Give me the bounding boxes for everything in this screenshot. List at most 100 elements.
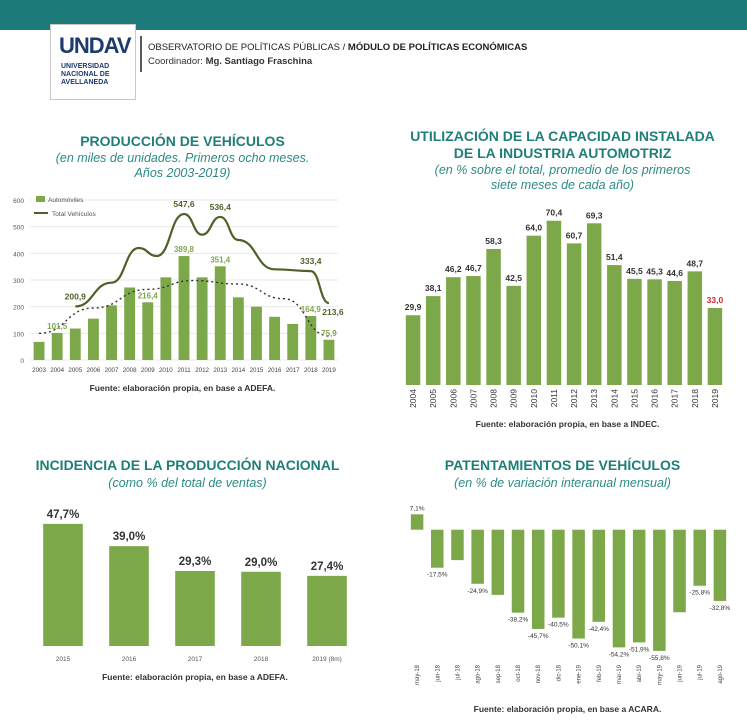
x-tick-label: 2016 <box>122 656 137 663</box>
bar-data-label: 75,9 <box>321 329 337 338</box>
bar <box>707 308 723 385</box>
organization-title: OBSERVATORIO DE POLÍTICAS PÚBLICAS / MÓD… <box>148 42 527 53</box>
x-tick-label: 2006 <box>87 367 101 374</box>
capacidad-title-2: DE LA INDUSTRIA AUTOMOTRIZ <box>453 145 672 161</box>
bar <box>466 276 481 385</box>
x-tick-label: 2018 <box>254 656 269 663</box>
bar <box>511 529 525 613</box>
coordinator-name: Mg. Santiago Fraschina <box>205 56 313 67</box>
incidencia-title: INCIDENCIA DE LA PRODUCCIÓN NACIONAL <box>35 457 340 473</box>
x-tick-label: jul-19 <box>698 664 704 680</box>
bar-data-label: 46,2 <box>445 264 462 274</box>
bar <box>323 339 335 360</box>
module-name: MÓDULO DE POLÍTICAS ECONÓMICAS <box>347 42 528 53</box>
line-data-label: 200,9 <box>65 291 87 301</box>
produccion-chart: 0 100 200 300 400 500 600 2003 2004 2005 2006 2007 2… <box>13 196 344 374</box>
bar <box>647 279 662 385</box>
bar <box>241 571 281 646</box>
x-tick-label: mar-19 <box>617 664 623 684</box>
y-tick-label: 100 <box>13 331 24 338</box>
bar-data-label: 27,4% <box>311 561 344 573</box>
x-tick-label: sep-18 <box>496 664 502 683</box>
incidencia-subtitle: (como % del total de ventas) <box>108 476 267 490</box>
bar <box>69 328 81 360</box>
bar <box>307 575 347 646</box>
x-tick-label: jul-18 <box>455 664 461 680</box>
bar-data-label: 38,1 <box>425 283 442 293</box>
bar-data-label: 45,5 <box>626 266 643 276</box>
x-tick-label: 2008 <box>123 367 137 374</box>
bar-data-label: -25,8% <box>689 590 710 597</box>
bar <box>87 318 99 360</box>
line-data-label: 547,6 <box>173 199 195 209</box>
x-tick-label: ene-19 <box>577 664 583 683</box>
bar-data-label: 47,7% <box>47 509 80 521</box>
x-tick-label: 2016 <box>268 367 282 374</box>
bar <box>612 529 626 648</box>
bar <box>526 235 542 385</box>
bar <box>566 243 582 385</box>
bar-data-label: 389,8 <box>174 245 195 254</box>
bar <box>43 523 83 646</box>
patentamientos-chart: may-18 jun-18 jul-18 ago-18 sep-18 oct-18 nov-… <box>410 505 731 685</box>
bar <box>232 297 244 360</box>
x-tick-label: 2003 <box>32 367 46 374</box>
coordinator-line: Coordinador: Mg. Santiago Fraschina <box>148 56 312 67</box>
bar <box>653 529 666 651</box>
capacidad-subtitle-1: (en % sobre el total, promedio de los pr… <box>434 163 691 177</box>
x-tick-label: 2017 <box>188 656 203 663</box>
bar <box>269 316 281 360</box>
bar-data-label: 60,7 <box>566 230 583 240</box>
y-tick-label: 600 <box>13 198 24 205</box>
bar-data-label: -45,7% <box>528 633 549 640</box>
logo-mark: UNDAV <box>59 33 132 58</box>
legend-swatch-automoviles <box>36 196 45 202</box>
bar-data-label: 29,3% <box>179 556 212 568</box>
x-tick-label: 2010 <box>529 389 539 408</box>
bar-data-label: 58,3 <box>485 236 502 246</box>
bar-data-label: 7,1% <box>410 505 425 512</box>
x-tick-label: 2018 <box>304 367 318 374</box>
x-tick-label: 2011 <box>549 389 559 408</box>
x-tick-label: abr-19 <box>637 664 643 682</box>
bar <box>451 529 464 561</box>
x-tick-label: may-18 <box>415 664 421 685</box>
x-tick-label: 2004 <box>408 389 418 408</box>
x-tick-label: 2015 <box>629 389 639 408</box>
x-tick-label: 2019 <box>710 389 720 408</box>
x-tick-label: 2014 <box>231 367 245 374</box>
capacidad-source: Fuente: elaboración propia, en base a IN… <box>475 419 660 429</box>
bar-data-label: -40,5% <box>548 622 569 629</box>
x-tick-label: 2009 <box>509 389 519 408</box>
x-tick-label: jun-19 <box>678 664 684 682</box>
x-tick-label: 2015 <box>250 367 264 374</box>
bar-data-label: 216,4 <box>138 291 159 300</box>
bar <box>693 529 706 586</box>
bar-data-label: 101,5 <box>47 322 68 331</box>
bar-data-label: -42,4% <box>588 626 609 633</box>
bar <box>486 248 501 385</box>
bar <box>687 271 703 385</box>
bar-data-label: 39,0% <box>113 531 146 543</box>
org-name: OBSERVATORIO DE POLÍTICAS PÚBLICAS / <box>148 42 348 53</box>
x-tick-label: 2005 <box>428 389 438 408</box>
x-tick-label: 2007 <box>105 367 119 374</box>
legend-label-automoviles: Automóviles <box>48 197 84 204</box>
bar <box>431 529 444 568</box>
x-tick-label: dic-18 <box>556 664 562 681</box>
x-tick-label: oct-18 <box>516 664 522 681</box>
x-tick-label: 2015 <box>56 656 71 663</box>
bar <box>287 324 299 360</box>
bar-data-label: 33,0 <box>707 295 724 305</box>
x-tick-label: 2013 <box>589 389 599 408</box>
total-vehiculos-line <box>75 212 330 308</box>
y-tick-label: 300 <box>13 278 24 285</box>
bar <box>305 316 317 360</box>
capacidad-subtitle-2: siete meses de cada año) <box>490 178 635 192</box>
patentamientos-title: PATENTAMIENTOS DE VEHÍCULOS <box>444 457 681 473</box>
bar <box>251 306 262 360</box>
bar-data-label: 351,4 <box>210 255 231 264</box>
university-logo: UNDAV UNIVERSIDAD NACIONAL DE AVELLANEDA <box>50 24 136 100</box>
x-tick-label: 2012 <box>195 367 209 374</box>
bar-data-label: 64,0 <box>526 223 543 233</box>
